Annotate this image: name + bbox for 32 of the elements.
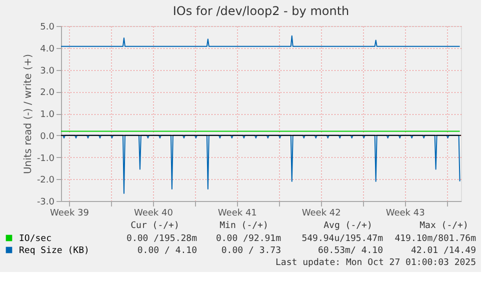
chart-title: IOs for /dev/loop2 - by month bbox=[172, 4, 350, 18]
y-tick-label: -2.0 bbox=[36, 176, 55, 186]
y-axis-title: Units read (-) / write (+) bbox=[22, 54, 34, 174]
y-tick-label: 3.0 bbox=[40, 66, 55, 76]
y-tick-label: 5.0 bbox=[40, 22, 55, 32]
y-tick-label: 0.0 bbox=[40, 132, 55, 142]
text: Cur (-/+) bbox=[130, 221, 180, 231]
text: 60.53m/ 4.10 bbox=[318, 246, 383, 256]
text: 42.01 /14.49 bbox=[410, 246, 476, 256]
legend-label: Req Size (KB) bbox=[19, 246, 90, 256]
text: 0.00 / 4.10 bbox=[137, 246, 197, 256]
y-tick-label: -1.0 bbox=[36, 154, 55, 164]
x-tick-label: Week 42 bbox=[302, 208, 341, 218]
x-tick-label: Week 43 bbox=[386, 208, 425, 218]
line-series bbox=[61, 35, 460, 47]
x-tick-label: Week 41 bbox=[218, 208, 257, 218]
text: 0.00 /195.28m bbox=[126, 234, 197, 244]
y-tick-label: 2.0 bbox=[40, 88, 55, 98]
y-tick-label: 1.0 bbox=[40, 110, 55, 120]
y-tick-label: 4.0 bbox=[40, 44, 55, 54]
text: 0.00 /92.91m bbox=[216, 234, 281, 244]
text: 549.94u/195.47m bbox=[302, 234, 383, 244]
text: 419.10m/801.76m bbox=[394, 234, 476, 244]
y-tick-label: -3.0 bbox=[36, 198, 55, 208]
x-tick-label: Week 40 bbox=[134, 208, 174, 218]
text: Max (-/+) bbox=[420, 221, 468, 231]
legend-label: IO/sec bbox=[19, 234, 52, 244]
text: Avg (-/+) bbox=[324, 221, 372, 231]
x-tick-label: Week 39 bbox=[50, 208, 90, 218]
text: Min (-/+) bbox=[220, 221, 268, 231]
text: Last update: Mon Oct 27 01:00:03 2025 bbox=[276, 258, 476, 268]
text: 0.00 / 3.73 bbox=[221, 246, 281, 256]
